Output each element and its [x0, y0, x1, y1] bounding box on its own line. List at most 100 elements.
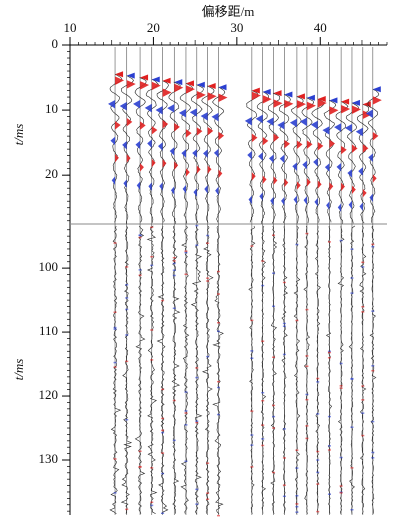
y-axis-label: t/ms [11, 359, 26, 381]
noise-wiggle [120, 225, 133, 514]
noise-fleck [150, 467, 154, 469]
noise-fleck [371, 245, 375, 248]
noise-fleck [371, 369, 375, 372]
noise-fleck [316, 483, 320, 485]
noise-fleck [371, 243, 375, 246]
noise-wiggle [212, 225, 224, 514]
noise-fleck [295, 243, 299, 246]
noise-fleck [161, 472, 165, 475]
noise-fleck [327, 356, 331, 359]
wiggle-lobe [351, 105, 361, 114]
first-break [273, 90, 282, 97]
wiggle-lobe [362, 188, 367, 198]
noise-fleck [361, 412, 365, 414]
wiggle-lobe [251, 133, 258, 143]
noise-fleck [327, 449, 331, 451]
noise-fleck [339, 385, 343, 387]
noise-fleck [150, 329, 154, 331]
noise-fleck [250, 444, 254, 446]
noise-fleck [361, 266, 365, 268]
noise-fleck [184, 410, 188, 412]
wiggle-lobe [303, 196, 307, 205]
noise-fleck [113, 458, 117, 460]
wiggle-lobe [258, 152, 263, 161]
wiggle-lobe [119, 102, 127, 111]
wiggle-lobe [262, 136, 269, 146]
noise-fleck [150, 359, 154, 361]
wiggle-lobe [284, 139, 290, 149]
noise-fleck [339, 387, 343, 389]
wiggle-lobe [299, 117, 307, 127]
noise-fleck [125, 334, 129, 336]
wiggle-lobe [289, 118, 297, 128]
noise-fleck [250, 410, 254, 412]
noise-fleck [327, 415, 331, 418]
noise-fleck [195, 421, 199, 424]
wiggle [301, 97, 315, 224]
wiggle-lobe [292, 162, 297, 171]
noise-fleck [195, 244, 199, 247]
wiggle-lobe [293, 195, 297, 205]
noise-fleck [138, 236, 142, 239]
noise-fleck [371, 365, 375, 367]
wiggle-lobe [262, 175, 267, 184]
wiggle-lobe [193, 188, 197, 197]
wiggle [335, 101, 349, 224]
noise-wiggle [260, 225, 267, 514]
noise-fleck [261, 444, 265, 447]
noise-fleck [172, 262, 176, 265]
noise-fleck [138, 269, 142, 271]
first-break [196, 81, 205, 88]
noise-fleck [316, 381, 320, 383]
y-tick-label: 100 [39, 259, 59, 274]
noise-fleck [295, 505, 299, 508]
noise-fleck [206, 462, 210, 464]
noise-fleck [361, 434, 365, 437]
noise-fleck [125, 308, 129, 311]
wiggle-lobe [296, 100, 306, 109]
wiggle-lobe [185, 129, 192, 138]
wiggle-lobe [313, 158, 318, 167]
noise-fleck [216, 293, 220, 295]
noise-wiggle [109, 225, 122, 514]
wiggle-lobe [148, 182, 152, 191]
wiggle-lobe [204, 185, 208, 194]
noise-fleck [295, 449, 299, 451]
noise-fleck [113, 492, 117, 494]
noise-fleck [350, 292, 354, 294]
noise-wiggle [325, 225, 333, 514]
wiggle-lobe [306, 178, 311, 187]
noise-fleck [361, 399, 365, 401]
noise-fleck [138, 274, 142, 277]
wiggle-lobe [336, 162, 342, 172]
noise-fleck [150, 501, 154, 504]
wiggle-lobe [296, 140, 303, 149]
noise-fleck [316, 450, 320, 453]
noise-wiggle [180, 225, 190, 514]
noise-wiggle [293, 225, 301, 514]
noise-fleck [113, 242, 117, 244]
wiggle-lobe [281, 196, 285, 206]
noise-fleck [161, 388, 165, 391]
noise-fleck [282, 495, 286, 498]
wiggle-lobe [151, 126, 158, 135]
first-break [126, 72, 135, 79]
noise-fleck [371, 457, 375, 459]
wiggle [291, 96, 304, 224]
wiggle-lobe [192, 149, 197, 158]
wiggle-lobe [329, 106, 339, 115]
noise-fleck [184, 391, 188, 393]
first-break [174, 79, 183, 86]
wiggle-lobe [136, 181, 141, 190]
wiggle [367, 88, 380, 223]
wiggle [134, 77, 147, 223]
wiggle-lobe [155, 106, 163, 115]
wiggle-lobe [218, 169, 223, 178]
wiggle-lobe [273, 99, 283, 108]
wiggle-lobe [310, 120, 318, 130]
noise-fleck [339, 456, 343, 459]
wiggle-lobe [200, 112, 208, 121]
first-break [296, 93, 305, 100]
noise-fleck [282, 281, 286, 284]
